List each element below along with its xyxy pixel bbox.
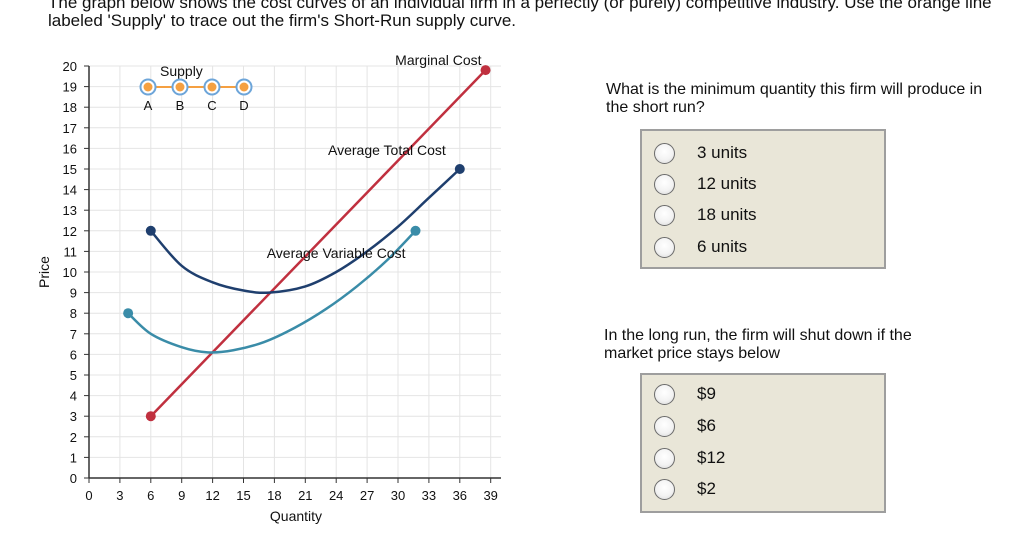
x-tick-label: 18 bbox=[267, 488, 281, 503]
average-total-cost-end-point bbox=[454, 164, 465, 174]
y-tick-label: 20 bbox=[63, 59, 77, 74]
y-tick-label: 17 bbox=[63, 121, 77, 136]
q2-option-label: $2 bbox=[697, 479, 716, 498]
y-tick-label: 12 bbox=[63, 224, 77, 239]
question-1-text: What is the minimum quantity this firm w… bbox=[606, 81, 983, 116]
x-axis-label: Quantity bbox=[270, 508, 322, 524]
question-2-text: In the long run, the firm will shut down… bbox=[604, 327, 912, 362]
q1-radio-18-units[interactable] bbox=[654, 204, 675, 226]
q2-option-label: $6 bbox=[697, 416, 716, 435]
x-tick-label: 15 bbox=[236, 488, 250, 503]
y-tick-label: 5 bbox=[70, 368, 77, 383]
q1-radio-12-units[interactable] bbox=[654, 173, 675, 195]
x-tick-label: 9 bbox=[178, 488, 185, 503]
x-tick-label: 36 bbox=[453, 488, 467, 503]
grid-layer bbox=[89, 65, 501, 478]
y-tick-label: 1 bbox=[70, 450, 77, 465]
x-tick-label: 27 bbox=[360, 488, 374, 503]
supply-point-dot bbox=[143, 82, 153, 92]
marginal-cost-curve bbox=[149, 69, 487, 418]
y-tick-label: 11 bbox=[64, 244, 78, 259]
question-2-options: $9 $6 $12 $2 bbox=[640, 373, 886, 513]
x-tick-label: 30 bbox=[391, 488, 405, 503]
supply-point-dot bbox=[239, 82, 249, 92]
supply-tool-label: Supply bbox=[160, 63, 203, 79]
y-tick-label: 16 bbox=[63, 141, 77, 156]
x-tick-label: 3 bbox=[116, 488, 123, 503]
supply-point-a[interactable]: A bbox=[139, 78, 157, 114]
average-variable-cost-start-point bbox=[123, 308, 134, 319]
marginal-cost-start-point bbox=[145, 411, 156, 422]
q2-radio-9[interactable] bbox=[654, 383, 675, 405]
supply-point-dot bbox=[207, 82, 217, 92]
y-tick-label: 14 bbox=[63, 183, 77, 198]
x-tick-label: 21 bbox=[298, 488, 312, 503]
q2-option-2[interactable]: $2 bbox=[654, 476, 716, 502]
supply-point-dot bbox=[175, 82, 185, 92]
q1-option-12-units[interactable]: 12 units bbox=[654, 171, 757, 197]
y-tick-label: 9 bbox=[70, 286, 77, 301]
supply-point-label: B bbox=[176, 98, 185, 113]
q2-option-9[interactable]: $9 bbox=[654, 381, 716, 407]
supply-tool[interactable]: Supply A B C D bbox=[139, 63, 253, 114]
x-tick-label: 6 bbox=[147, 488, 154, 503]
y-tick-label: 0 bbox=[70, 471, 77, 486]
q1-option-label: 6 units bbox=[697, 237, 748, 256]
y-axis-label: Price bbox=[36, 256, 52, 288]
q1-option-3-units[interactable]: 3 units bbox=[654, 140, 747, 166]
supply-point-label: C bbox=[207, 98, 216, 113]
average-total-cost-start-point bbox=[145, 225, 156, 236]
marginal-cost-end-point bbox=[480, 65, 491, 76]
y-tick-label: 2 bbox=[70, 430, 77, 445]
supply-point-c[interactable]: C bbox=[203, 78, 221, 114]
y-tick-label: 15 bbox=[63, 162, 77, 177]
q1-option-label: 3 units bbox=[697, 143, 748, 162]
q2-radio-6[interactable] bbox=[654, 415, 675, 437]
y-tick-label: 6 bbox=[70, 347, 77, 362]
y-tick-label: 8 bbox=[70, 306, 77, 321]
curves-layer: Marginal Cost Average Total Cost Average V… bbox=[123, 52, 491, 422]
q1-radio-6-units[interactable] bbox=[654, 236, 675, 258]
supply-point-b[interactable]: B bbox=[171, 78, 189, 114]
y-tick-label: 10 bbox=[63, 265, 77, 280]
x-tick-label: 0 bbox=[85, 488, 92, 503]
q2-radio-12[interactable] bbox=[654, 447, 675, 469]
x-tick-label: 24 bbox=[329, 488, 343, 503]
average-variable-cost-curve bbox=[127, 229, 417, 354]
x-tick-label: 12 bbox=[205, 488, 219, 503]
average-total-cost-label: Average Total Cost bbox=[328, 142, 446, 158]
average-variable-cost-end-point bbox=[410, 225, 421, 236]
q1-option-18-units[interactable]: 18 units bbox=[654, 202, 757, 228]
y-tick-label: 18 bbox=[63, 100, 77, 115]
q2-option-12[interactable]: $12 bbox=[654, 445, 725, 471]
x-tick-label: 39 bbox=[483, 488, 497, 503]
y-tick-label: 3 bbox=[70, 409, 77, 424]
x-tick-label: 33 bbox=[422, 488, 436, 503]
q2-option-label: $9 bbox=[697, 384, 716, 403]
y-tick-label: 19 bbox=[63, 80, 77, 95]
instructions-text: The graph below shows the cost curves of… bbox=[48, 0, 992, 30]
supply-point-d[interactable]: D bbox=[235, 78, 253, 114]
marginal-cost-label: Marginal Cost bbox=[395, 52, 481, 68]
supply-point-label: A bbox=[144, 98, 153, 113]
q1-option-label: 18 units bbox=[697, 205, 757, 224]
question-1-options: 3 units 12 units 18 units 6 units bbox=[640, 129, 886, 269]
y-tick-label: 4 bbox=[70, 389, 77, 404]
q1-option-6-units[interactable]: 6 units bbox=[654, 234, 747, 260]
supply-point-label: D bbox=[239, 98, 248, 113]
average-total-cost-curve bbox=[149, 168, 461, 295]
q2-option-label: $12 bbox=[697, 448, 726, 467]
q2-radio-2[interactable] bbox=[654, 478, 675, 500]
y-tick-label: 7 bbox=[70, 327, 77, 342]
y-tick-label: 13 bbox=[63, 203, 77, 218]
q1-option-label: 12 units bbox=[697, 174, 757, 193]
q1-radio-3-units[interactable] bbox=[654, 142, 675, 164]
average-variable-cost-label: Average Variable Cost bbox=[267, 245, 406, 261]
q2-option-6[interactable]: $6 bbox=[654, 413, 716, 439]
